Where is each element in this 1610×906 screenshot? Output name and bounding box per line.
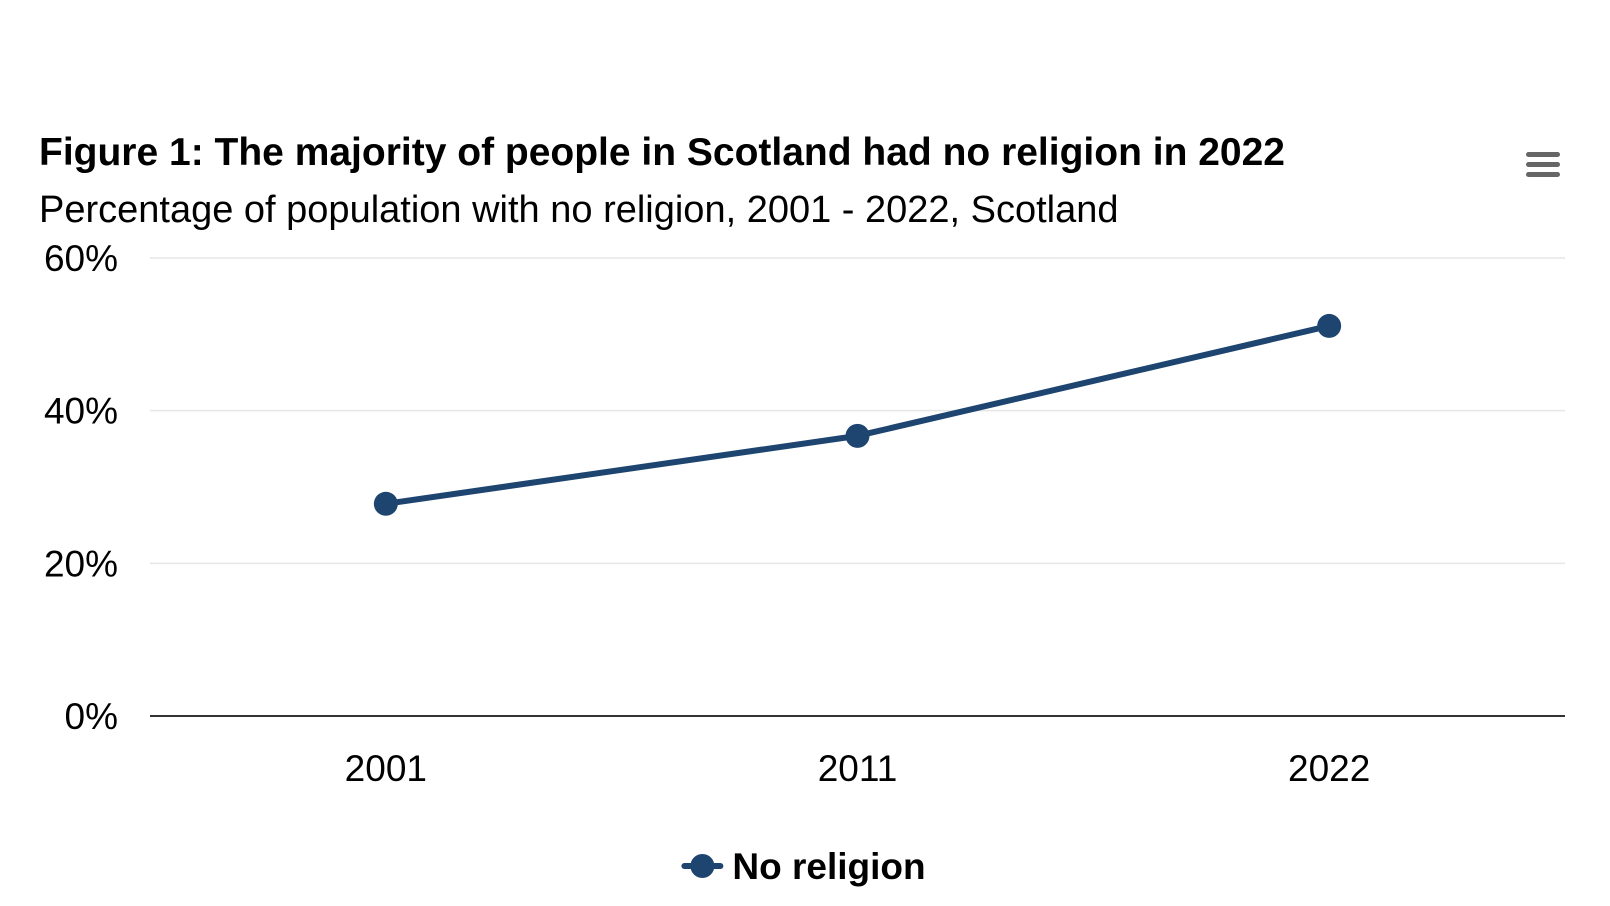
data-point [845,423,870,448]
series-line-no-religion [382,322,1333,507]
hamburger-menu-icon [1526,152,1560,157]
y-tick-label: 0% [65,696,118,737]
hamburger-menu-icon-bar [1526,172,1560,177]
chart-title: Figure 1: The majority of people in Scot… [39,131,1286,174]
x-tick-label: 2022 [1288,748,1370,789]
legend-marker [690,854,715,878]
legend-label: No religion [732,846,925,887]
data-point [1317,313,1342,338]
data-point [373,491,398,516]
y-tick-label: 60% [44,238,118,279]
hamburger-menu-icon-bar [1526,162,1560,167]
y-tick-label: 20% [44,543,118,584]
x-tick-label: 2011 [818,748,898,789]
chart-subtitle: Percentage of population with no religio… [39,189,1119,231]
x-tick-label: 2001 [345,748,427,789]
y-tick-label: 40% [44,391,118,432]
chart-menu-button[interactable] [1520,147,1564,187]
